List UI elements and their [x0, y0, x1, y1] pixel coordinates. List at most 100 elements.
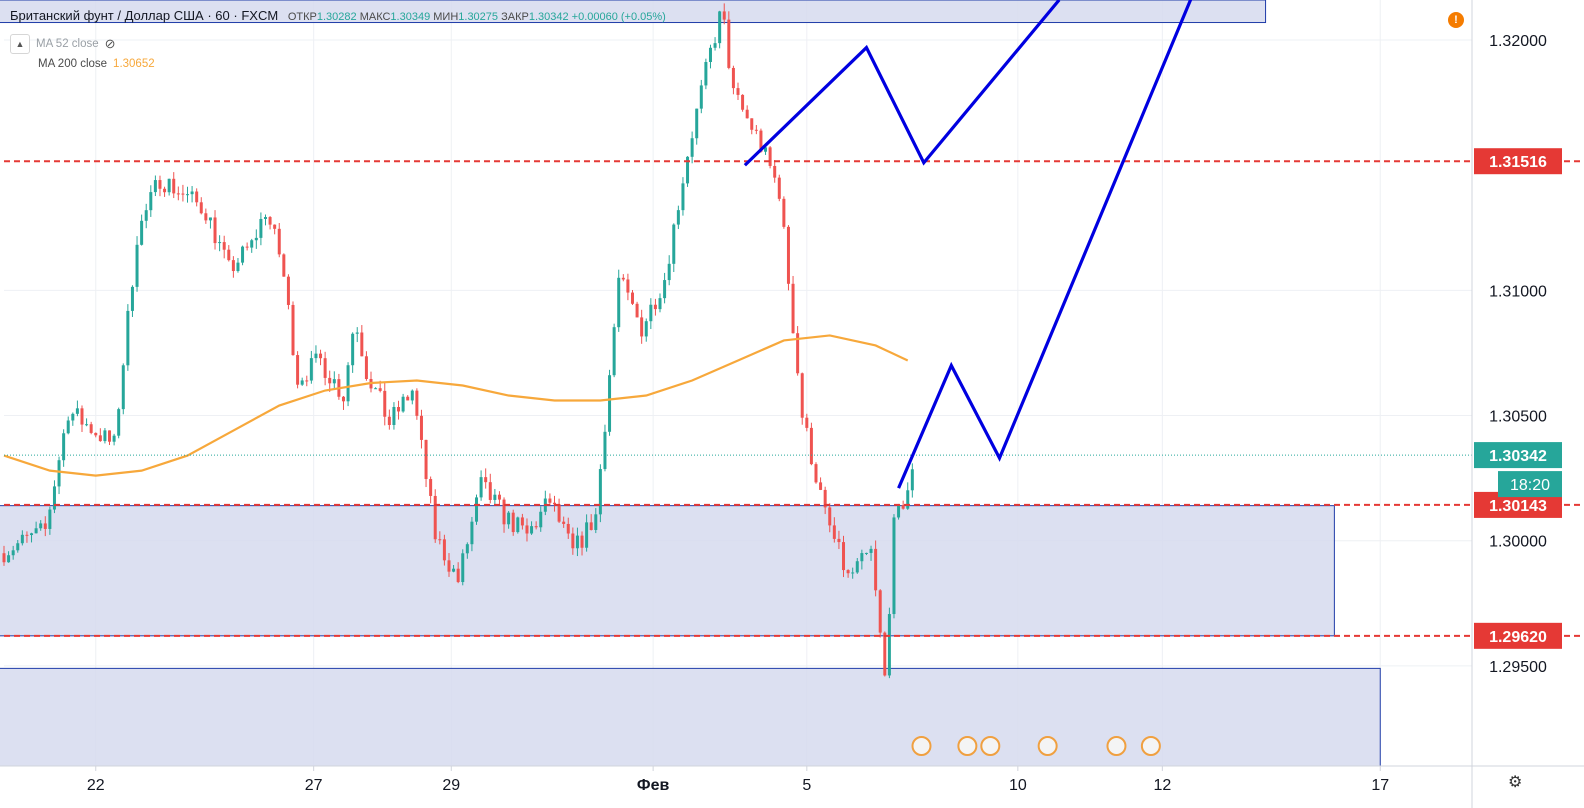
candle-body: [30, 533, 34, 536]
eye-hidden-icon[interactable]: ⊘: [104, 36, 116, 51]
candle-body: [296, 355, 300, 385]
time-tick-label: 22: [87, 777, 105, 794]
candle-body: [401, 396, 405, 412]
candle-body: [103, 430, 107, 442]
candle-body: [640, 317, 644, 337]
candle-body: [621, 277, 625, 280]
candle-body: [672, 224, 676, 264]
event-flag-icon: [980, 736, 1001, 756]
warning-icon[interactable]: !: [1448, 12, 1464, 28]
interval-label[interactable]: 60: [215, 8, 230, 23]
candle-body: [731, 67, 735, 89]
candle-body: [227, 249, 231, 261]
low-value: 1.30275: [458, 11, 499, 23]
candle-body: [580, 535, 584, 548]
candle-body: [25, 534, 29, 536]
forecast-line: [743, 0, 1061, 167]
level-price-badge: [1474, 622, 1562, 649]
candle-body: [309, 358, 313, 381]
candle-body: [144, 210, 148, 221]
candle-body: [429, 479, 433, 496]
candle-body: [722, 11, 726, 20]
candle-body: [392, 406, 396, 426]
price-tick-label: 1.30500: [1489, 409, 1547, 426]
candle-body: [690, 138, 694, 157]
symbol-name[interactable]: Британский фунт / Доллар США: [10, 8, 204, 23]
candle-body: [626, 279, 630, 293]
candle-body: [236, 262, 240, 272]
candle-body: [754, 129, 758, 131]
high-value: 1.30349: [390, 11, 431, 23]
candle-body: [300, 380, 304, 385]
ma52-label[interactable]: MA 52 close: [36, 38, 99, 50]
candle-body: [153, 180, 157, 193]
candle-body: [575, 535, 579, 549]
candle-body: [869, 548, 873, 553]
gear-icon[interactable]: ⚙: [1508, 774, 1523, 791]
candle-body: [534, 526, 538, 528]
level-price-label: 1.29620: [1489, 629, 1547, 646]
candle-body: [167, 178, 171, 193]
countdown-badge: [1498, 471, 1562, 498]
candle-body: [163, 188, 167, 193]
candle-body: [66, 420, 70, 434]
candle-body: [791, 283, 795, 334]
candle-body: [291, 304, 295, 356]
candle-body: [383, 390, 387, 417]
candle-body: [750, 118, 754, 130]
level-price-badge: [1474, 148, 1562, 175]
candle-body: [488, 482, 492, 500]
candle-body: [305, 380, 309, 382]
event-flag-icon: [1140, 736, 1161, 756]
candle-body: [846, 570, 850, 574]
last-price-label: 1.30342: [1489, 448, 1547, 465]
time-tick-label: Фев: [637, 777, 670, 794]
candle-body: [663, 280, 667, 299]
candle-body: [355, 332, 359, 334]
candle-body: [809, 427, 813, 465]
candle-body: [608, 375, 612, 432]
candle-body: [520, 517, 524, 526]
ma200-value: 1.30652: [113, 58, 155, 70]
level-price-label: 1.31516: [1489, 154, 1547, 171]
indicator-ma52-row: ▲ MA 52 close ⊘: [10, 34, 116, 54]
candle-body: [48, 509, 52, 529]
legend-separator: ·: [233, 8, 238, 23]
candle-body: [768, 147, 772, 166]
symbol-legend: Британский фунт / Доллар США · 60 · FXCM…: [10, 8, 666, 23]
candle-body: [511, 512, 515, 533]
zone-rectangle: [0, 505, 1335, 637]
candle-body: [98, 435, 102, 442]
ma200-line: [3, 334, 909, 477]
ma200-label[interactable]: MA 200 close: [38, 58, 108, 70]
candle-body: [649, 304, 653, 322]
candle-body: [796, 333, 800, 374]
candle-body: [864, 552, 868, 554]
candle-body: [887, 614, 891, 676]
candle-body: [502, 499, 506, 525]
candle-body: [553, 502, 556, 505]
collapse-legend-button[interactable]: ▲: [10, 34, 30, 54]
open-label: ОТКР: [287, 11, 317, 23]
candle-body: [644, 321, 648, 337]
candle-body: [589, 522, 593, 530]
candle-body: [332, 379, 336, 384]
candle-body: [415, 390, 419, 416]
candle-body: [62, 433, 66, 461]
candle-body: [786, 226, 790, 284]
candle-body: [832, 525, 836, 539]
candle-body: [323, 358, 327, 378]
candle-body: [658, 298, 662, 310]
candle-body: [135, 244, 139, 287]
candle-body: [855, 561, 859, 573]
price-tick-label: 1.29500: [1489, 659, 1547, 676]
candle-body: [901, 505, 905, 509]
candle-body: [80, 408, 84, 425]
candle-body: [190, 191, 194, 195]
candle-body: [557, 504, 561, 522]
source-label: FXCM: [241, 8, 279, 23]
candle-body: [222, 242, 226, 250]
candle-body: [149, 192, 153, 211]
ohlc-values: ОТКР1.30282 МАКС1.30349 МИН1.30275 ЗАКР1…: [288, 11, 666, 23]
